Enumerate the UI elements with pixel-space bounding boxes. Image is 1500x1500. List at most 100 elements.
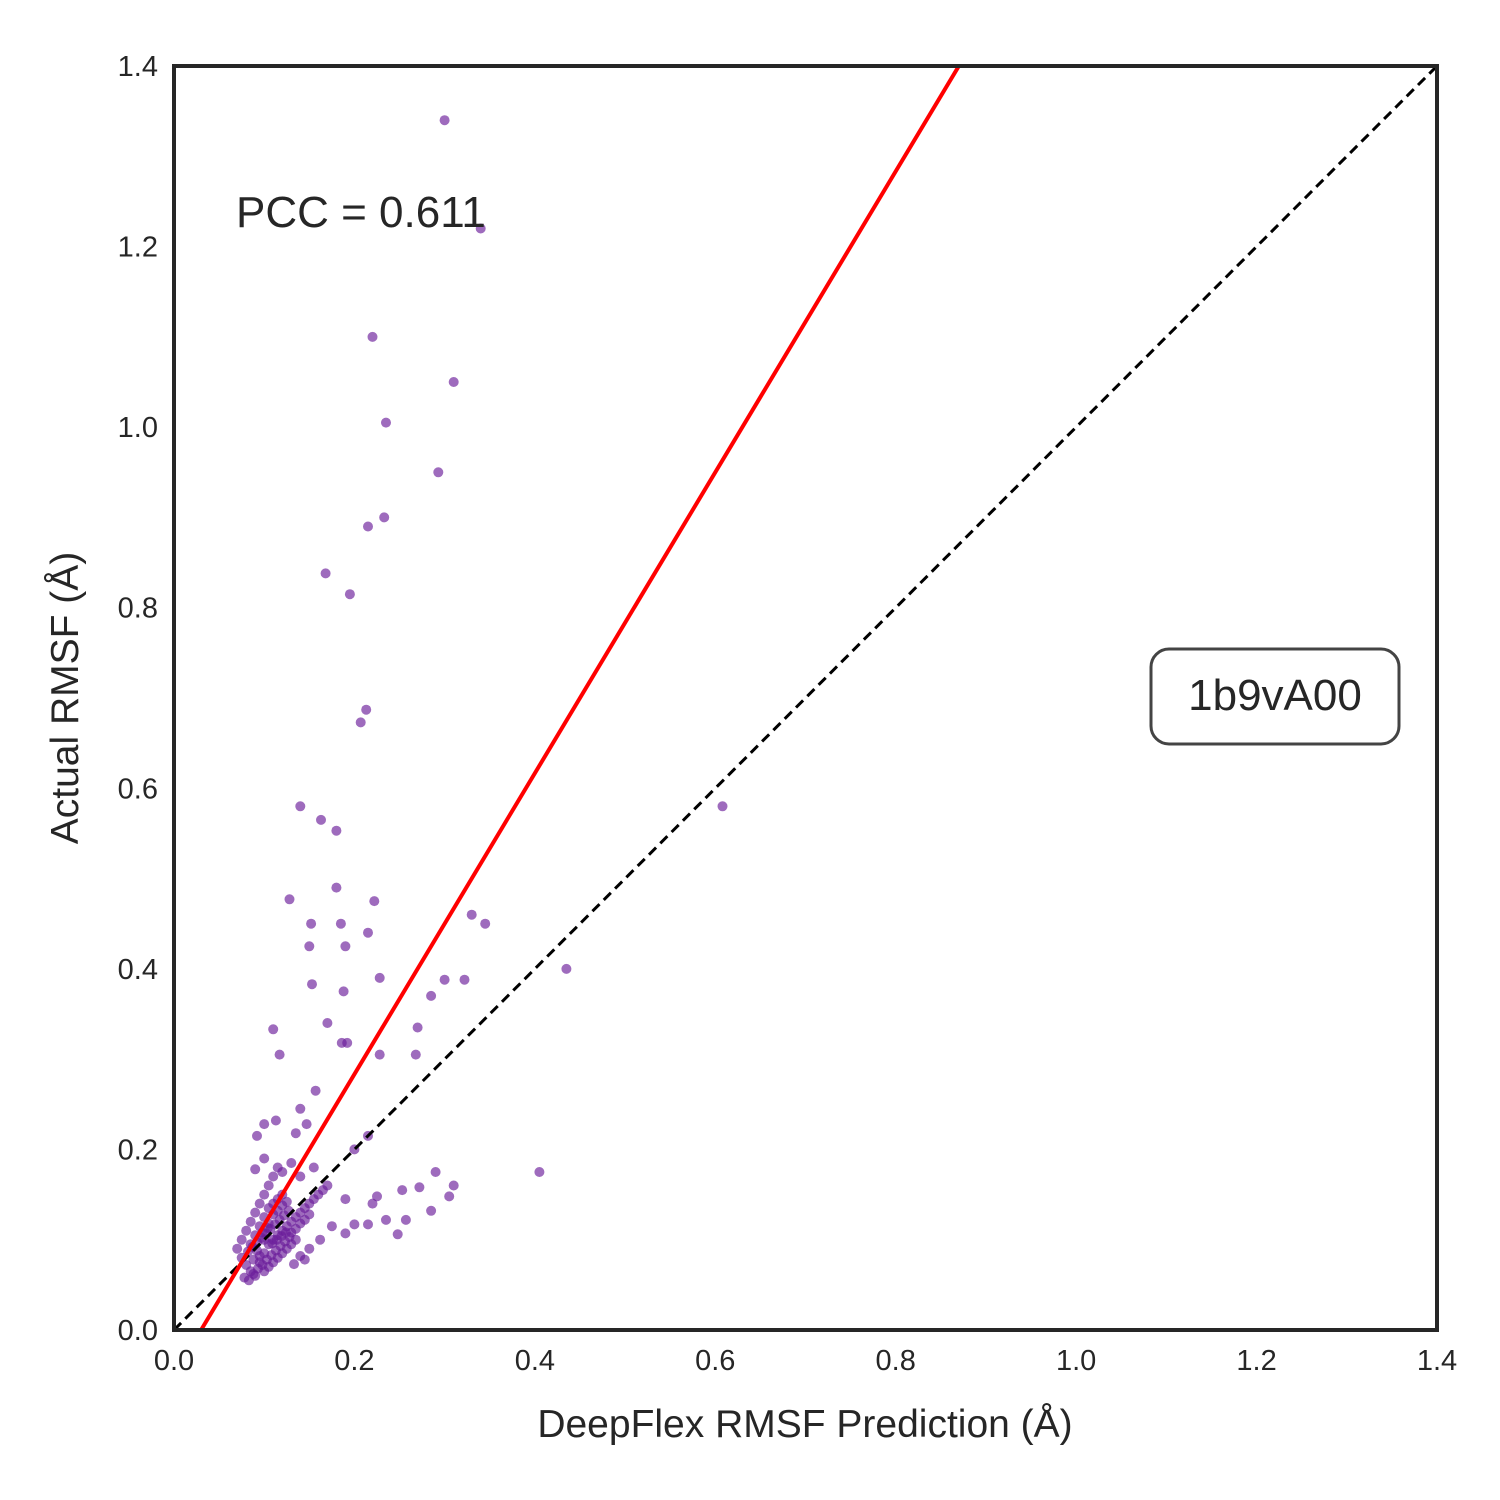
data-point [338, 986, 349, 997]
data-point [316, 814, 326, 825]
data-point [280, 1227, 291, 1238]
ticks-layer: 0.0 0.2 0.4 0.6 0.8 1.0 1.2 1.4 0.0 0.2 0.4 0.6 0.8 1… [118, 51, 1457, 1377]
data-point [381, 417, 391, 428]
data-point [374, 972, 385, 983]
data-point [304, 1209, 315, 1220]
data-point [286, 1158, 297, 1168]
data-point [412, 1022, 423, 1033]
data-point [459, 974, 470, 985]
data-point [295, 1171, 306, 1182]
data-point [322, 1018, 333, 1028]
data-point [236, 1234, 247, 1245]
data-point [340, 1228, 351, 1239]
data-point [361, 704, 372, 715]
data-point [284, 894, 295, 905]
data-point [426, 1205, 437, 1216]
data-point [270, 1115, 281, 1126]
y-tick-label: 1.2 [118, 232, 158, 264]
data-point [304, 1243, 315, 1254]
data-point [475, 223, 486, 234]
x-tick-label: 1.0 [1056, 1345, 1096, 1377]
data-point [410, 1049, 421, 1060]
data-point [397, 1185, 408, 1196]
data-point [433, 467, 444, 478]
data-point [254, 1198, 265, 1209]
data-point [374, 1049, 385, 1060]
data-point [232, 1243, 243, 1254]
data-point [367, 1198, 378, 1209]
data-point [310, 1085, 321, 1096]
data-point [340, 1194, 351, 1205]
data-point [363, 521, 373, 532]
data-point [289, 1259, 299, 1270]
data-point [268, 1024, 279, 1035]
data-point [250, 1164, 261, 1175]
x-tick-label: 0.2 [334, 1345, 374, 1377]
data-point [331, 825, 342, 836]
data-point [268, 1171, 279, 1182]
data-point [342, 1037, 353, 1048]
data-point [430, 1167, 441, 1177]
data-point [561, 963, 572, 974]
data-point [274, 1049, 285, 1060]
y-tick-label: 0.8 [118, 593, 158, 625]
data-point [349, 1219, 360, 1230]
data-point [363, 1219, 373, 1230]
data-point [414, 1182, 425, 1193]
y-tick-label: 1.0 [118, 412, 158, 444]
x-tick-label: 0.8 [876, 1345, 916, 1377]
data-point [241, 1225, 252, 1236]
data-point [381, 1214, 391, 1225]
y-tick-label: 0.0 [118, 1315, 158, 1347]
data-point [439, 974, 450, 985]
x-tick-label: 0.6 [695, 1345, 735, 1377]
y-tick-label: 0.4 [118, 954, 158, 986]
domain-id-box-frame [1149, 647, 1401, 746]
data-point [290, 1128, 301, 1139]
data-point [448, 1180, 459, 1191]
data-point [480, 918, 491, 929]
x-axis-label: DeepFlex RMSF Prediction (Å) [537, 1402, 1072, 1446]
domain-id-box: 1b9vA00 [1149, 647, 1401, 746]
data-point [277, 1167, 288, 1177]
data-point [444, 1191, 455, 1202]
data-point [263, 1180, 274, 1191]
y-tick-label: 0.2 [118, 1134, 158, 1166]
x-tick-label: 1.4 [1417, 1345, 1457, 1377]
data-point [448, 377, 459, 387]
regression-line [199, 66, 961, 1330]
data-point [304, 941, 315, 952]
identity-line [174, 66, 1437, 1330]
domain-id-label: 1b9vA00 [1188, 671, 1362, 720]
data-point [534, 1167, 545, 1177]
data-point [295, 801, 306, 812]
plot-frame [172, 64, 1439, 1332]
y-tick-label: 1.4 [118, 51, 158, 83]
data-point [252, 1130, 262, 1141]
data-point [281, 1196, 292, 1207]
data-point [250, 1207, 261, 1218]
data-point [439, 115, 450, 126]
data-point [259, 1153, 270, 1164]
pcc-annotation: PCC = 0.611 [236, 188, 486, 237]
data-point [307, 979, 317, 990]
lines-layer [174, 66, 1437, 1330]
data-point [315, 1234, 326, 1245]
data-point [335, 918, 346, 929]
x-tick-label: 1.2 [1236, 1345, 1276, 1377]
data-point [717, 801, 728, 812]
x-tick-label: 0.4 [515, 1345, 555, 1377]
data-point [392, 1229, 403, 1240]
data-point [379, 512, 390, 523]
data-point [248, 1254, 259, 1265]
data-point [426, 990, 437, 1001]
data-point [400, 1214, 411, 1225]
data-point [326, 1221, 337, 1232]
data-point [259, 1119, 270, 1130]
y-axis-label: Actual RMSF (Å) [43, 552, 87, 845]
data-point [331, 882, 342, 893]
data-point [466, 909, 477, 920]
data-point [367, 331, 378, 342]
data-point [369, 896, 380, 907]
